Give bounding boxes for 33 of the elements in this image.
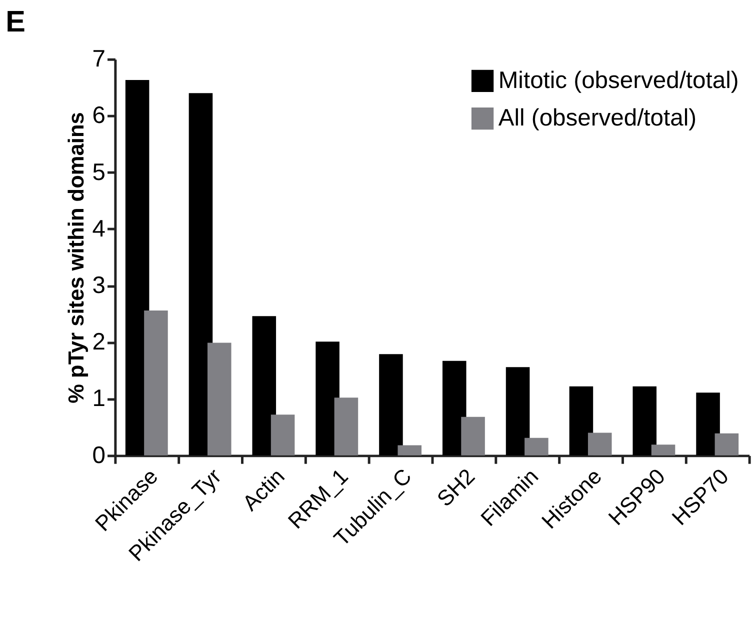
y-tick-label: 1	[92, 385, 106, 412]
legend-label: All (observed/total)	[498, 104, 697, 132]
y-tick-label: 2	[92, 328, 106, 356]
bar	[506, 367, 530, 456]
bar	[207, 342, 232, 456]
chart-title: E	[6, 5, 26, 38]
y-tick-label: 3	[92, 272, 106, 300]
y-axis-title: % pTyr sites within domains	[63, 112, 88, 404]
y-tick-label: 5	[92, 158, 106, 186]
bar	[252, 316, 276, 456]
bar	[188, 93, 213, 456]
y-tick-label: 0	[92, 442, 106, 469]
legend-label: Mitotic (observed/total)	[498, 66, 739, 94]
bar	[651, 444, 676, 456]
bar	[270, 414, 295, 456]
bar	[379, 354, 403, 456]
y-tick-label: 4	[92, 215, 106, 242]
y-tick-label: 7	[92, 46, 106, 73]
bar	[714, 433, 739, 456]
bar	[696, 392, 720, 456]
bar	[334, 398, 358, 456]
bar	[398, 445, 422, 456]
bar	[569, 386, 594, 456]
bar	[125, 80, 150, 456]
bar	[461, 416, 485, 456]
bar	[524, 438, 548, 456]
x-tick-label: SH2	[432, 464, 480, 512]
bar	[442, 360, 466, 456]
bar	[632, 386, 657, 456]
bar	[588, 432, 612, 456]
bar	[316, 342, 340, 456]
bar	[144, 310, 168, 456]
y-tick-label: 6	[92, 102, 106, 130]
